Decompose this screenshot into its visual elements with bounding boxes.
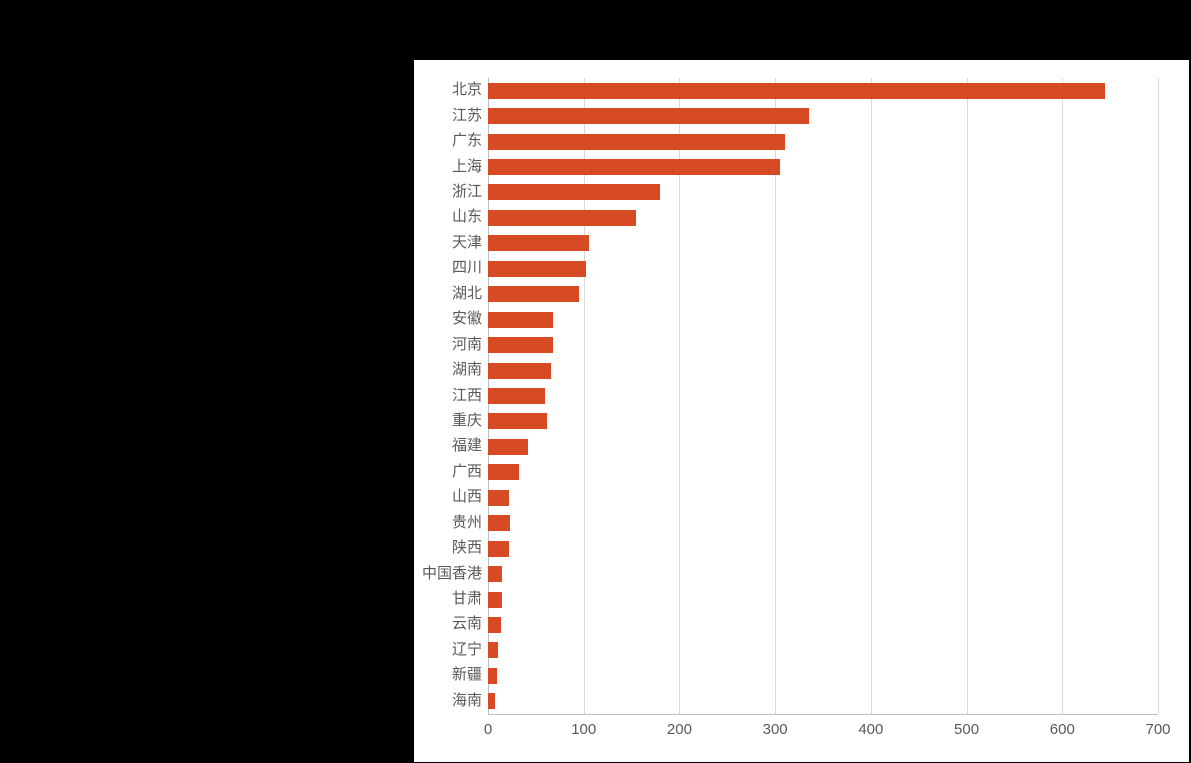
- category-label: 新疆: [452, 667, 482, 682]
- category-label: 北京: [452, 82, 482, 97]
- chart-container: 北京江苏广东上海浙江山东天津四川湖北安徽河南湖南江西重庆福建广西山西贵州陕西中国…: [414, 60, 1189, 762]
- bar: [488, 388, 545, 404]
- bar: [488, 617, 501, 633]
- category-label: 山西: [452, 489, 482, 504]
- bar: [488, 642, 498, 658]
- category-label: 安徽: [452, 311, 482, 326]
- x-tick-label: 300: [763, 722, 788, 737]
- category-label: 河南: [452, 337, 482, 352]
- bar: [488, 363, 551, 379]
- category-label: 江苏: [452, 108, 482, 123]
- category-label: 贵州: [452, 515, 482, 530]
- bar: [488, 159, 780, 175]
- x-tick-label: 500: [954, 722, 979, 737]
- x-tick-label: 600: [1050, 722, 1075, 737]
- bar: [488, 668, 497, 684]
- category-label: 湖北: [452, 286, 482, 301]
- bar: [488, 286, 579, 302]
- bar: [488, 134, 785, 150]
- x-tick-label: 0: [484, 722, 492, 737]
- category-label: 山东: [452, 209, 482, 224]
- bar: [488, 541, 509, 557]
- x-tick-label: 100: [571, 722, 596, 737]
- x-tick-label: 700: [1145, 722, 1170, 737]
- category-label: 广西: [452, 464, 482, 479]
- category-label: 广东: [452, 133, 482, 148]
- bar: [488, 439, 528, 455]
- plot-area: [488, 78, 1158, 714]
- category-label: 重庆: [452, 413, 482, 428]
- category-label: 浙江: [452, 184, 482, 199]
- bar: [488, 184, 660, 200]
- bar: [488, 592, 502, 608]
- x-axis-line: [488, 714, 1158, 715]
- bar: [488, 312, 553, 328]
- category-label: 辽宁: [452, 642, 482, 657]
- bar: [488, 515, 510, 531]
- gridline: [1158, 78, 1159, 714]
- bar: [488, 693, 495, 709]
- category-label: 四川: [452, 260, 482, 275]
- bar: [488, 413, 547, 429]
- bar: [488, 337, 553, 353]
- category-label: 湖南: [452, 362, 482, 377]
- category-label: 甘肃: [452, 591, 482, 606]
- category-label: 海南: [452, 693, 482, 708]
- bar: [488, 235, 589, 251]
- bar: [488, 490, 509, 506]
- bar: [488, 566, 502, 582]
- bar: [488, 83, 1105, 99]
- bar: [488, 108, 809, 124]
- gridline: [1062, 78, 1063, 714]
- bar: [488, 261, 586, 277]
- category-label: 江西: [452, 388, 482, 403]
- stage: 北京江苏广东上海浙江山东天津四川湖北安徽河南湖南江西重庆福建广西山西贵州陕西中国…: [0, 0, 1191, 763]
- bar: [488, 210, 636, 226]
- x-tick-label: 400: [858, 722, 883, 737]
- x-tick-label: 200: [667, 722, 692, 737]
- category-label: 中国香港: [422, 566, 482, 581]
- gridline: [967, 78, 968, 714]
- category-label: 福建: [452, 438, 482, 453]
- gridline: [871, 78, 872, 714]
- category-label: 陕西: [452, 540, 482, 555]
- bar: [488, 464, 519, 480]
- category-label: 云南: [452, 616, 482, 631]
- category-label: 上海: [452, 159, 482, 174]
- category-label: 天津: [452, 235, 482, 250]
